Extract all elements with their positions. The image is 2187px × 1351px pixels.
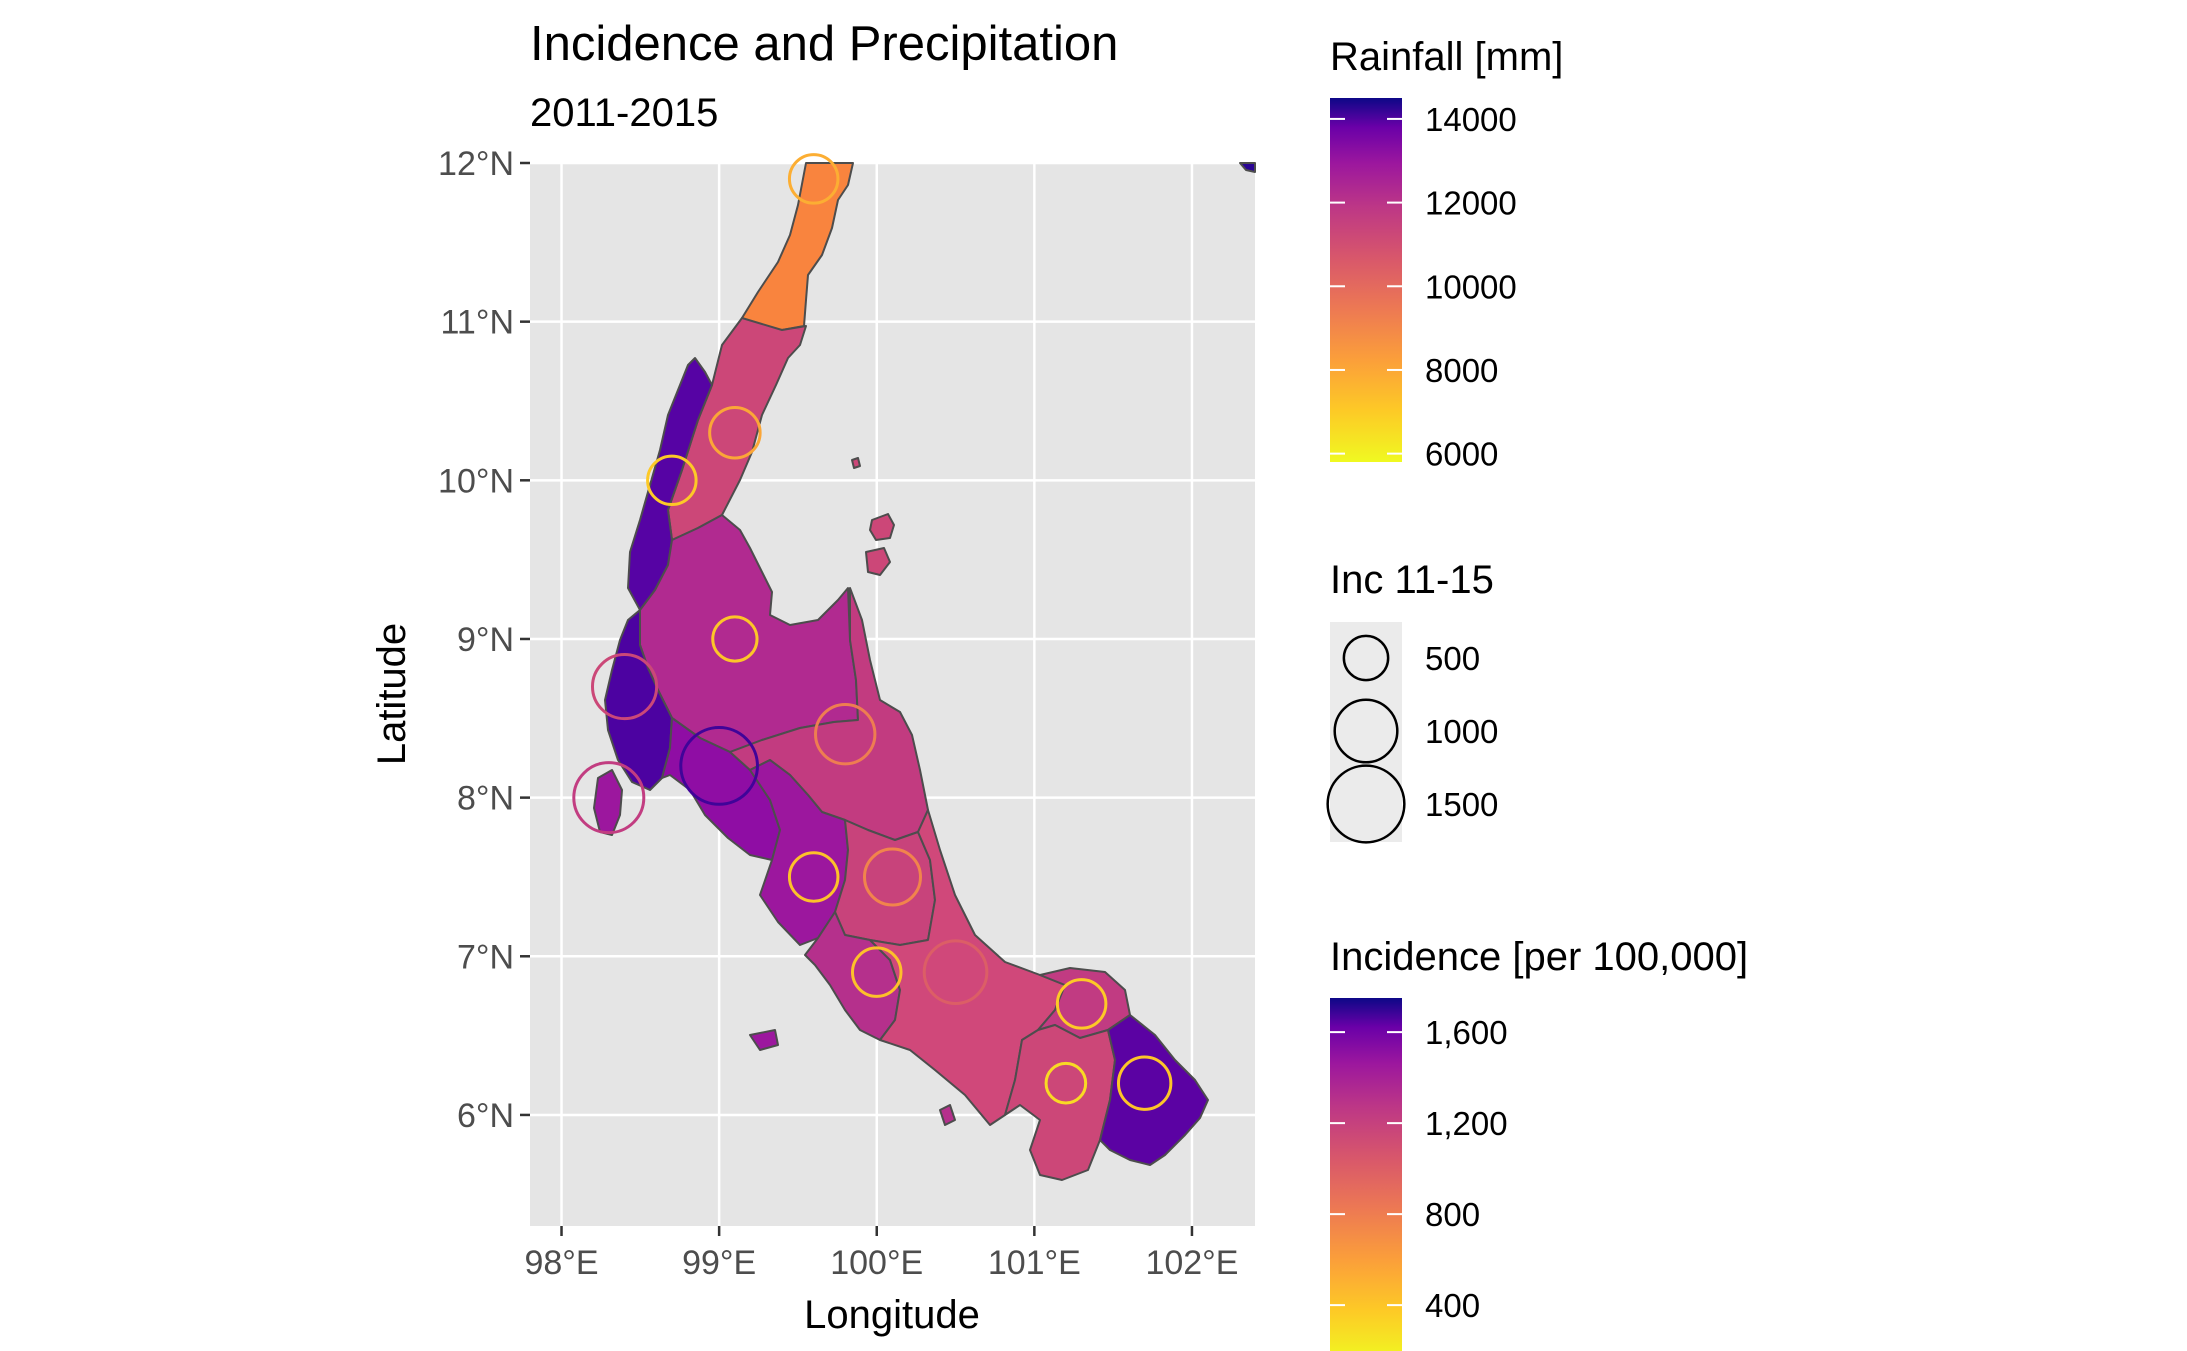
size-key-circle xyxy=(1333,698,1399,764)
y-tick-label: 12°N xyxy=(438,145,514,183)
x-tick-label: 100°E xyxy=(830,1244,923,1282)
legend-size-items: 500 1000 1500 xyxy=(1326,634,1498,844)
island-tarutao xyxy=(939,1104,956,1126)
incidence-point xyxy=(814,702,877,766)
x-tick-label: 98°E xyxy=(524,1244,598,1282)
island-lanta xyxy=(749,1029,779,1051)
colorbar-label: 1,200 xyxy=(1425,1105,1508,1142)
legend-size-key-bg xyxy=(1330,622,1402,842)
legend-rainfall-colorbar xyxy=(1330,98,1402,462)
colorbar-label: 12000 xyxy=(1425,185,1517,222)
y-tick-label: 8°N xyxy=(457,780,514,818)
colorbar-label: 400 xyxy=(1425,1287,1480,1324)
incidence-point xyxy=(711,615,759,663)
legend-rainfall-title: Rainfall [mm] xyxy=(1330,35,1563,79)
colorbar-label: 6000 xyxy=(1425,436,1498,473)
x-tick-label: 99°E xyxy=(682,1244,756,1282)
colorbar-label: 1,600 xyxy=(1425,1014,1508,1051)
landmass-top-right xyxy=(1239,162,1256,173)
island-tao xyxy=(851,457,861,469)
incidence-point xyxy=(679,726,759,806)
size-key-circle xyxy=(1342,634,1390,682)
y-tick-label: 7°N xyxy=(457,938,514,976)
colorbar-label: 10000 xyxy=(1425,268,1517,305)
size-key-label: 1500 xyxy=(1425,786,1498,823)
size-key-label: 1000 xyxy=(1425,713,1498,750)
incidence-point xyxy=(708,405,762,460)
y-tick-label: 11°N xyxy=(441,304,514,342)
incidence-point xyxy=(922,939,989,1005)
legend-incidence-labels: 1,600 1,200 800 400 xyxy=(1330,1014,1508,1324)
island-samui xyxy=(869,513,895,541)
y-tick-label: 9°N xyxy=(457,621,514,659)
provinces xyxy=(593,162,1256,1181)
axes: 98°E 99°E 100°E 101°E 102°E 12°N 11°N 10°N 9°N 8°… xyxy=(438,145,1238,1282)
size-key-circle xyxy=(1326,764,1406,844)
y-tick-label: 10°N xyxy=(438,462,514,500)
incidence-point xyxy=(850,946,903,998)
legend-incidence-colorbar xyxy=(1330,998,1402,1351)
figure-title: Incidence and Precipitation xyxy=(530,17,1118,71)
incidence-point xyxy=(1055,978,1108,1030)
incidence-point xyxy=(572,761,646,835)
colorbar-label: 14000 xyxy=(1425,101,1517,138)
incidence-point xyxy=(787,851,840,903)
province-narathiwat xyxy=(1099,1014,1209,1166)
incidence-point xyxy=(590,652,659,721)
incidence-point xyxy=(863,847,922,907)
island-pha-ngan xyxy=(865,547,891,576)
x-axis-title: Longitude xyxy=(804,1293,980,1337)
y-tick-label: 6°N xyxy=(457,1097,514,1135)
legend-rainfall-labels: 14000 12000 10000 8000 6000 xyxy=(1330,101,1517,473)
incidence-point xyxy=(1116,1055,1173,1111)
colorbar-label: 800 xyxy=(1425,1196,1480,1233)
x-tick-label: 101°E xyxy=(988,1244,1081,1282)
province-phuket xyxy=(593,769,623,836)
size-key-label: 500 xyxy=(1425,640,1480,677)
province-songkhla xyxy=(869,809,1066,1126)
incidence-point xyxy=(787,153,840,205)
y-axis-title: Latitude xyxy=(370,623,414,765)
legend-size-title: Inc 11-15 xyxy=(1330,558,1494,602)
legend-incidence-title: Incidence [per 100,000] xyxy=(1330,935,1748,979)
x-tick-label: 102°E xyxy=(1145,1244,1238,1282)
incidence-point xyxy=(1044,1061,1088,1105)
colorbar-label: 8000 xyxy=(1425,352,1498,389)
incidence-points xyxy=(572,153,1173,1111)
figure-subtitle: 2011-2015 xyxy=(530,91,718,135)
incidence-point xyxy=(646,454,698,507)
